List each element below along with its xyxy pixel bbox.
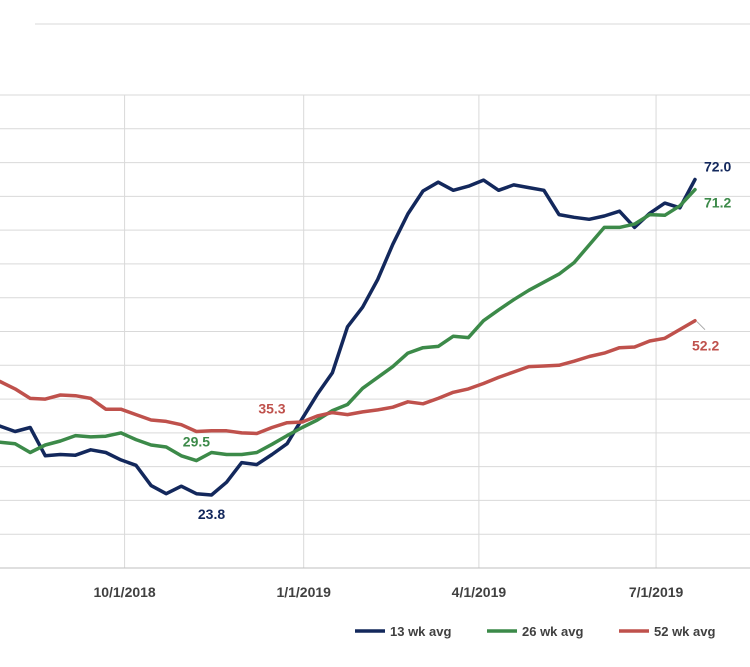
x-tick-label: 4/1/2019: [452, 584, 507, 600]
data-label: 52.2: [692, 338, 719, 354]
x-tick-label: 1/1/2019: [276, 584, 331, 600]
chart-series: [0, 177, 697, 497]
data-label: 71.2: [704, 195, 731, 211]
legend-entry: 52 wk avg: [654, 624, 715, 639]
data-label: 35.3: [258, 400, 285, 416]
legend-entry: 26 wk avg: [522, 624, 583, 639]
data-label: 23.8: [198, 506, 225, 522]
x-axis: 10/1/2018 1/1/2019 4/1/2019 7/1/2019: [0, 567, 750, 600]
chart-legend: 13 wk avg 26 wk avg 52 wk avg: [355, 624, 715, 639]
legend-entry: 13 wk avg: [390, 624, 451, 639]
x-tick-label: 10/1/2018: [93, 584, 155, 600]
x-tick-label: 7/1/2019: [629, 584, 684, 600]
series-line-3: [0, 318, 697, 436]
data-label: 72.0: [704, 158, 731, 174]
chart-grid: [0, 94, 750, 568]
series-line-1: [0, 177, 697, 497]
data-label-leader: [696, 321, 706, 331]
data-labels: 23.8 72.0 29.5 71.2 35.3 52.2: [183, 158, 732, 522]
series-line-2: [0, 187, 697, 463]
data-label: 29.5: [183, 434, 210, 450]
